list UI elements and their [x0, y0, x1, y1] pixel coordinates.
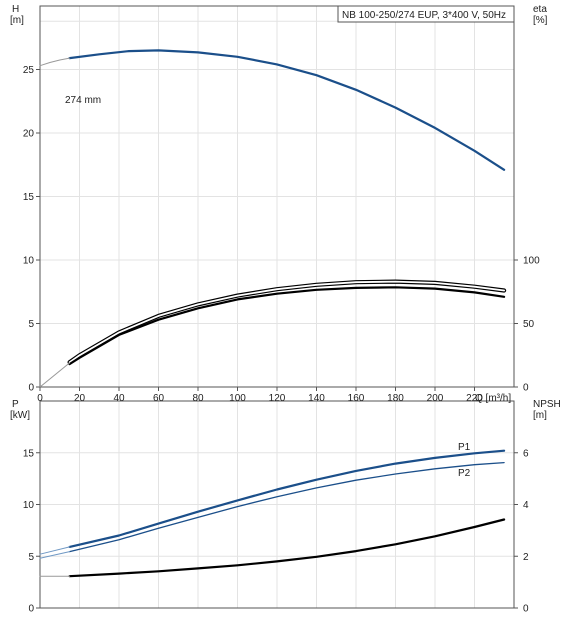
y-left-tick-label: 5	[28, 319, 34, 330]
series-label-p2: P2	[458, 468, 471, 479]
y-left-tick-label: 10	[23, 256, 35, 267]
series-line-solid	[68, 286, 506, 366]
y-right-axis-unit: [%]	[533, 15, 548, 26]
x-tick-label: 100	[229, 393, 246, 404]
y-right-tick-label: 50	[523, 319, 535, 330]
y-left-tick-label: 5	[28, 552, 34, 563]
x-tick-label: 80	[192, 393, 204, 404]
y-left-tick-label: 0	[28, 604, 34, 615]
y-right-tick-label: 0	[523, 383, 529, 394]
y-right-axis-label: NPSH	[533, 399, 561, 410]
y-right-tick-label: 2	[523, 552, 529, 563]
y-left-tick-label: 25	[23, 65, 35, 76]
y-left-tick-label: 0	[28, 383, 34, 394]
y-right-axis-label: eta	[533, 4, 547, 15]
x-axis-label: Q [m³/h]	[475, 393, 511, 404]
series-label-274mm: 274 mm	[65, 95, 101, 106]
x-tick-label: 40	[113, 393, 125, 404]
series-line-p1	[68, 449, 506, 549]
x-tick-label: 200	[427, 393, 444, 404]
y-right-tick-label: 0	[523, 604, 529, 615]
series-line-extension	[39, 362, 71, 388]
series-line-274-mm	[68, 49, 506, 171]
series-line-extension	[39, 57, 71, 67]
y-left-tick-label: 15	[23, 192, 35, 203]
series-line-solid	[68, 518, 506, 578]
x-tick-label: 120	[269, 393, 286, 404]
y-left-tick-label: 15	[23, 448, 35, 459]
series-line-p2	[68, 461, 505, 553]
y-right-tick-label: 100	[523, 256, 540, 267]
series-label-p1: P1	[458, 442, 471, 453]
title-box	[337, 5, 515, 23]
series-line-extension	[39, 551, 71, 559]
y-left-axis-label: H	[12, 4, 19, 15]
x-tick-label: 20	[74, 393, 86, 404]
y-left-axis-label: P	[12, 399, 19, 410]
y-right-axis-unit: [m]	[533, 410, 547, 421]
chart-title: NB 100-250/274 EUP, 3*400 V, 50Hz	[342, 10, 506, 21]
y-left-axis-unit: [kW]	[10, 410, 30, 421]
y-right-tick-label: 6	[523, 448, 529, 459]
x-tick-label: 160	[348, 393, 365, 404]
y-left-axis-unit: [m]	[10, 15, 24, 26]
x-tick-label: 140	[308, 393, 325, 404]
series-line-outline-inner	[68, 280, 506, 364]
y-left-tick-label: 10	[23, 500, 35, 511]
x-tick-label: 180	[387, 393, 404, 404]
series-line-extension	[39, 546, 71, 555]
x-tick-label: 0	[37, 393, 43, 404]
y-right-tick-label: 4	[523, 500, 529, 511]
y-left-tick-label: 20	[23, 129, 35, 140]
x-tick-label: 60	[153, 393, 165, 404]
x-tick-label: 220	[466, 393, 483, 404]
